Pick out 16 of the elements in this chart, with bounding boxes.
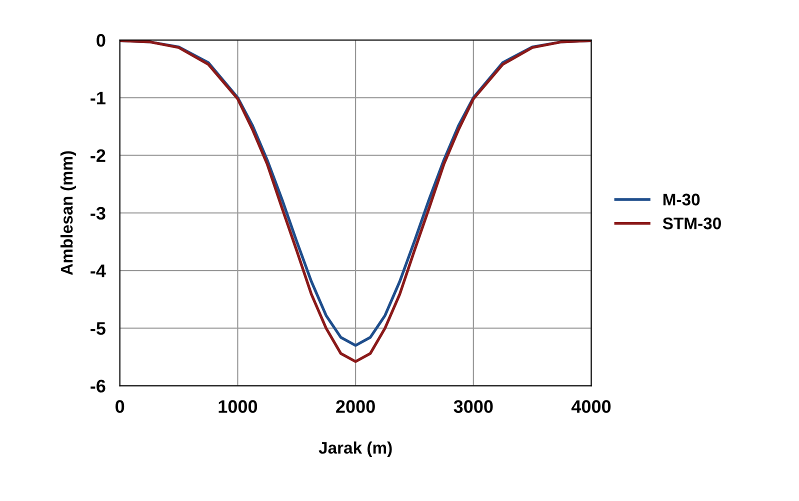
y-tick-label: -6 bbox=[90, 380, 106, 392]
y-axis-title: Amblesan (mm) bbox=[60, 151, 76, 276]
legend-label: M-30 bbox=[663, 194, 700, 206]
y-tick-label: 0 bbox=[96, 34, 106, 47]
x-tick-label: 2000 bbox=[336, 400, 375, 413]
x-axis-title: Jarak (m) bbox=[318, 441, 392, 458]
legend-label: STM-30 bbox=[662, 218, 721, 230]
x-tick-label: 3000 bbox=[454, 400, 493, 413]
y-tick-label: -2 bbox=[90, 149, 106, 162]
x-tick-label: 1000 bbox=[218, 400, 258, 413]
y-tick-label: -3 bbox=[90, 206, 106, 220]
x-tick-label: 4000 bbox=[571, 400, 611, 413]
x-tick-label: 0 bbox=[116, 400, 124, 413]
y-tick-label: -5 bbox=[90, 322, 106, 335]
y-tick-label: -1 bbox=[90, 92, 106, 104]
y-tick-label: -4 bbox=[90, 264, 106, 278]
